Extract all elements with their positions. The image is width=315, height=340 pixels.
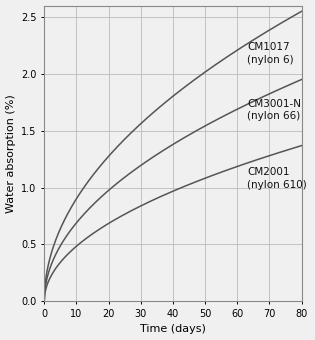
Text: CM2001
(nylon 610): CM2001 (nylon 610) bbox=[247, 167, 306, 190]
Text: CM3001-N
(nylon 66): CM3001-N (nylon 66) bbox=[247, 99, 301, 121]
Text: CM1017
(nylon 6): CM1017 (nylon 6) bbox=[247, 42, 294, 65]
X-axis label: Time (days): Time (days) bbox=[140, 324, 206, 335]
Y-axis label: Water absorption (%): Water absorption (%) bbox=[6, 94, 15, 213]
